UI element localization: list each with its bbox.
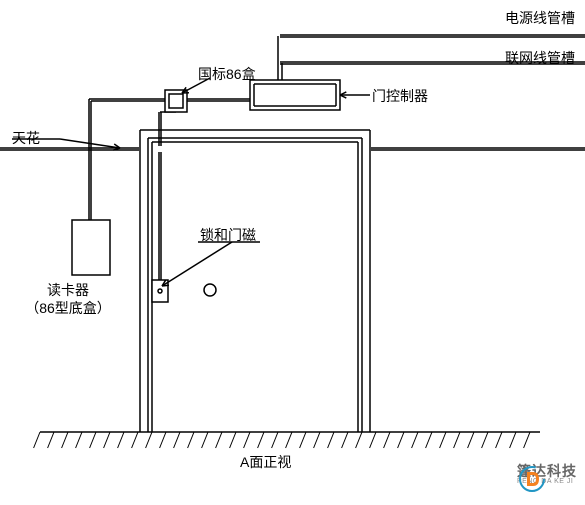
ceiling-label: 天花 xyxy=(12,128,40,148)
lock-label: 锁和门磁 xyxy=(200,225,256,245)
gb86-label: 国标86盒 xyxy=(198,64,256,84)
net-trough-label: 联网线管槽 xyxy=(505,48,575,68)
door-shape xyxy=(140,130,370,432)
diagram-svg xyxy=(0,0,585,505)
logo-icon xyxy=(517,464,547,494)
brand-logo: 篷达科技 PENG DA KE JI xyxy=(517,464,577,485)
ceiling-lines xyxy=(0,146,585,152)
floor-hatch xyxy=(34,432,540,448)
controller-label: 门控制器 xyxy=(372,86,428,106)
reader-label-2: （86型底盒） xyxy=(8,298,128,318)
wire-group xyxy=(89,35,585,280)
reader-label-1: 读卡器 xyxy=(8,280,128,300)
caption-label: A面正视 xyxy=(240,452,291,472)
component-boxes xyxy=(72,80,340,302)
power-trough-label: 电源线管槽 xyxy=(505,8,575,28)
